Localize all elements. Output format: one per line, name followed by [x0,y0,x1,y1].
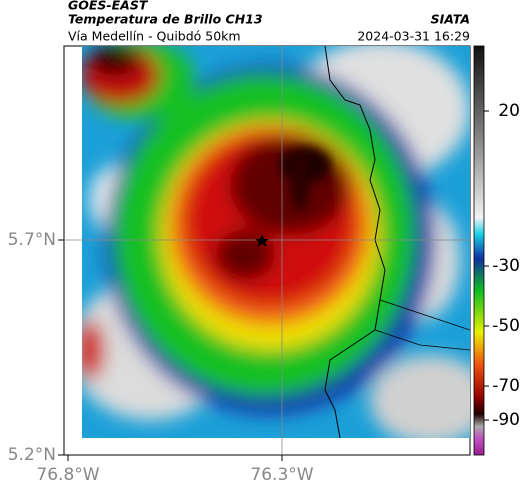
lon-label: 76.8°W [36,465,99,485]
colorbar-label: -70 [492,376,520,396]
source: GOES-EAST [68,0,149,13]
timestamp: 2024-03-31 16:29 [357,29,470,44]
location-marker [255,234,269,247]
route: Vía Medellín - Quibdó 50km [68,29,241,44]
title: Temperatura de Brillo CH13 [68,12,263,27]
agency: SIATA [431,12,470,27]
colorbar-label: -30 [492,256,520,276]
lat-label: 5.2°N [8,445,56,465]
temperature-field [82,46,470,438]
lat-label: 5.7°N [8,230,56,250]
lon-label: 76.3°W [250,465,313,485]
colorbar-label: -50 [492,316,520,336]
colorbar [473,45,485,456]
colorbar-label: 20 [498,101,520,121]
colorbar-label: -90 [492,410,520,430]
